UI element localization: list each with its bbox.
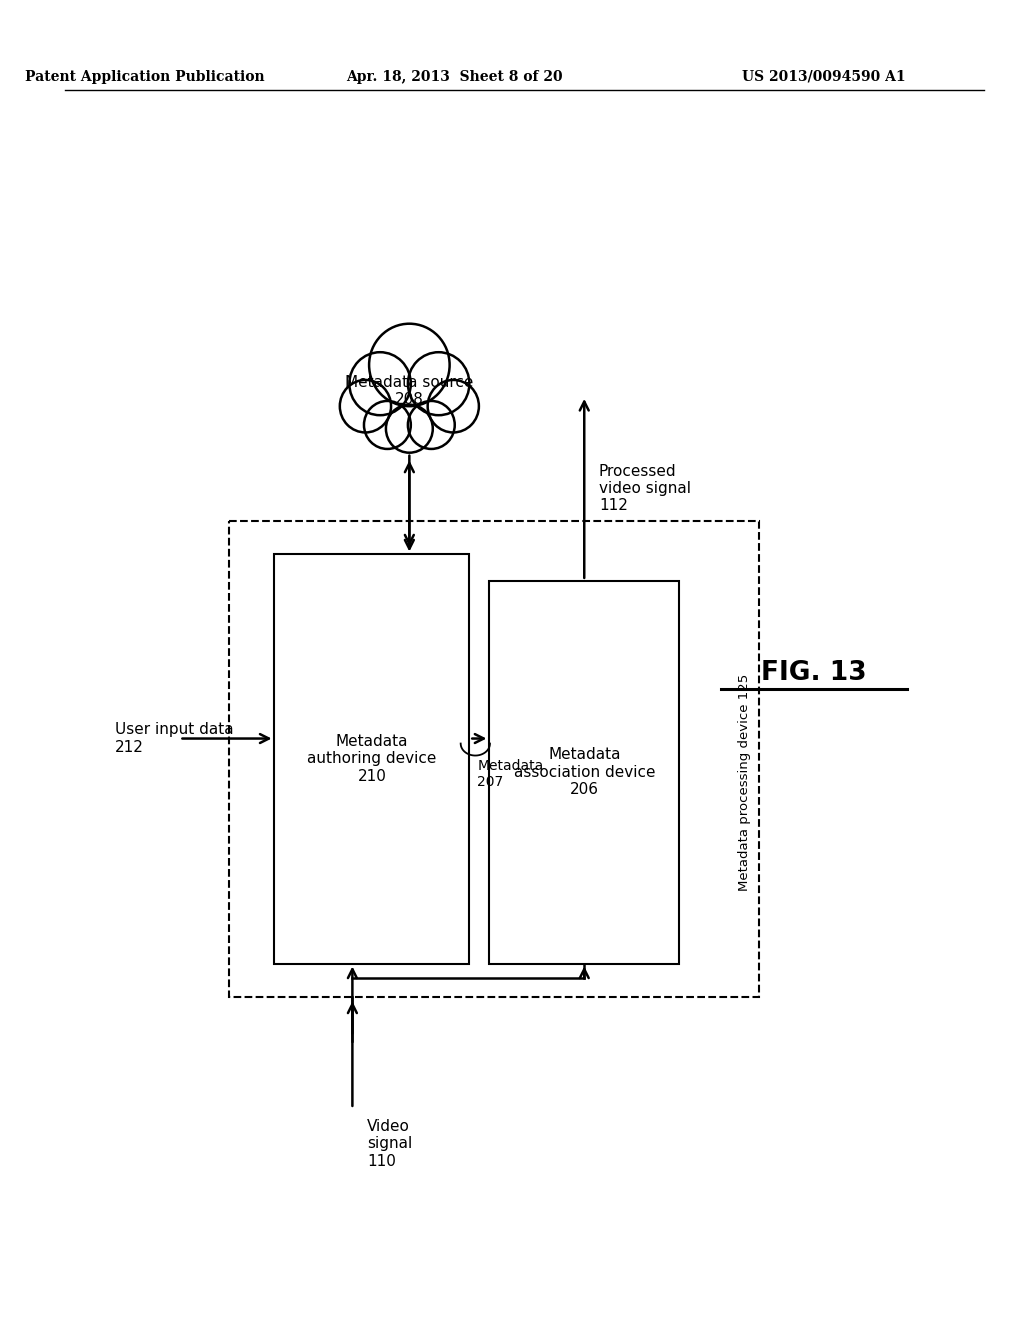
Circle shape: [369, 323, 450, 407]
Circle shape: [408, 352, 469, 416]
Text: Metadata
authoring device
210: Metadata authoring device 210: [307, 734, 436, 784]
Text: Metadata
association device
206: Metadata association device 206: [513, 747, 655, 797]
Text: Metadata
207: Metadata 207: [477, 759, 544, 789]
Circle shape: [386, 405, 433, 453]
Circle shape: [408, 401, 455, 449]
Bar: [274, 554, 469, 964]
Circle shape: [364, 401, 411, 449]
Circle shape: [349, 352, 411, 416]
Text: User input data
212: User input data 212: [115, 722, 233, 755]
Circle shape: [340, 380, 391, 433]
Bar: [489, 581, 679, 964]
Text: Metadata source
208: Metadata source 208: [345, 375, 473, 408]
Text: Apr. 18, 2013  Sheet 8 of 20: Apr. 18, 2013 Sheet 8 of 20: [346, 70, 562, 83]
Text: Processed
video signal
112: Processed video signal 112: [599, 463, 691, 513]
Bar: [229, 521, 759, 997]
Text: Video
signal
110: Video signal 110: [367, 1119, 413, 1168]
Text: US 2013/0094590 A1: US 2013/0094590 A1: [742, 70, 906, 83]
Text: Patent Application Publication: Patent Application Publication: [25, 70, 264, 83]
Circle shape: [428, 380, 479, 433]
Text: Metadata processing device 125: Metadata processing device 125: [738, 675, 752, 891]
Text: FIG. 13: FIG. 13: [761, 660, 867, 686]
